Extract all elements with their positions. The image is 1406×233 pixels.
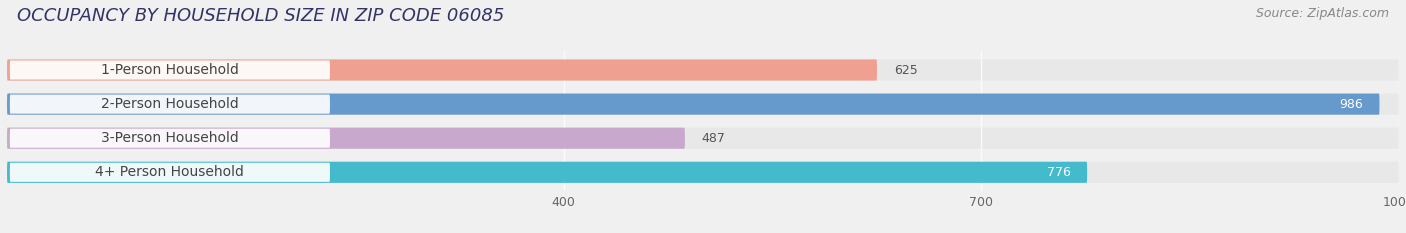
FancyBboxPatch shape bbox=[7, 128, 1399, 149]
Text: Source: ZipAtlas.com: Source: ZipAtlas.com bbox=[1256, 7, 1389, 20]
Text: 986: 986 bbox=[1339, 98, 1362, 111]
Text: 2-Person Household: 2-Person Household bbox=[101, 97, 239, 111]
FancyBboxPatch shape bbox=[10, 129, 330, 148]
Text: 4+ Person Household: 4+ Person Household bbox=[96, 165, 245, 179]
Text: 1-Person Household: 1-Person Household bbox=[101, 63, 239, 77]
Text: 487: 487 bbox=[702, 132, 725, 145]
Text: OCCUPANCY BY HOUSEHOLD SIZE IN ZIP CODE 06085: OCCUPANCY BY HOUSEHOLD SIZE IN ZIP CODE … bbox=[17, 7, 505, 25]
FancyBboxPatch shape bbox=[7, 93, 1379, 115]
FancyBboxPatch shape bbox=[7, 162, 1087, 183]
Text: 3-Person Household: 3-Person Household bbox=[101, 131, 239, 145]
Text: 625: 625 bbox=[894, 64, 918, 76]
FancyBboxPatch shape bbox=[7, 59, 1399, 81]
FancyBboxPatch shape bbox=[10, 163, 330, 182]
FancyBboxPatch shape bbox=[7, 162, 1399, 183]
FancyBboxPatch shape bbox=[7, 128, 685, 149]
Text: 776: 776 bbox=[1046, 166, 1070, 179]
FancyBboxPatch shape bbox=[7, 59, 877, 81]
FancyBboxPatch shape bbox=[7, 93, 1399, 115]
FancyBboxPatch shape bbox=[10, 95, 330, 114]
FancyBboxPatch shape bbox=[10, 61, 330, 79]
